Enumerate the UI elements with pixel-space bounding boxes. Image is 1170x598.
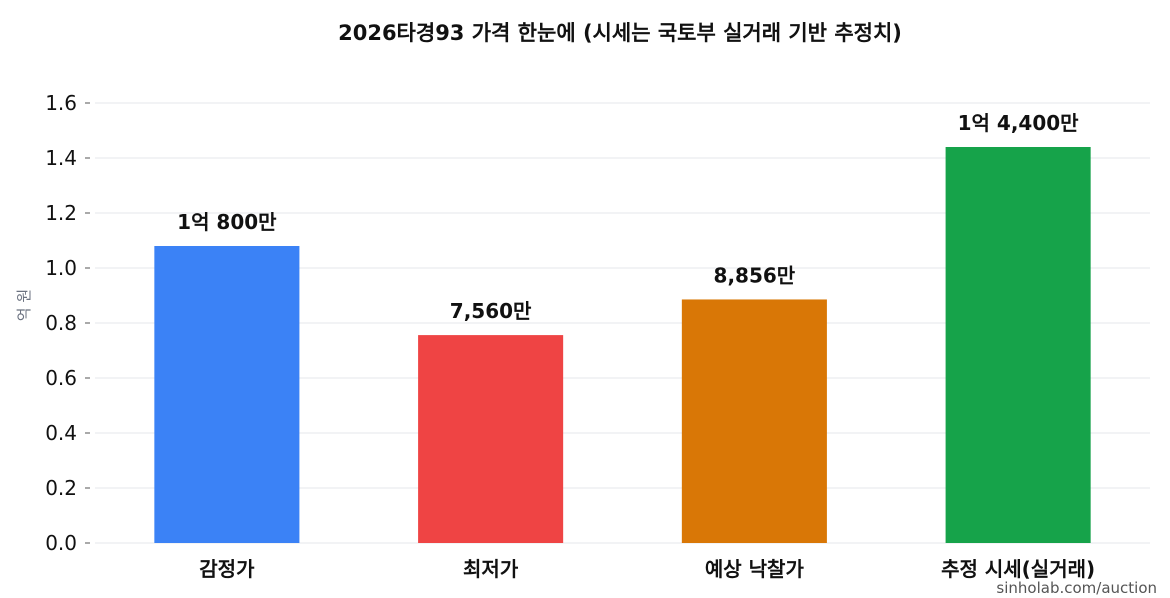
bar — [154, 246, 300, 543]
data-label: 1억 4,400만 — [958, 111, 1080, 135]
data-label: 1억 800만 — [177, 210, 277, 234]
y-tick-label: 1.0 — [45, 256, 77, 280]
data-label: 7,560만 — [450, 299, 532, 323]
watermark: sinholab.com/auction — [996, 579, 1157, 597]
x-axis: 감정가 최저가 예상 낙찰가 추정 시세(실거래) — [199, 557, 1095, 581]
bar — [681, 299, 827, 543]
y-tick-label: 0.4 — [45, 421, 77, 445]
bars: 1억 800만 7,560만 8,856만 1억 4,400만 — [154, 111, 1091, 543]
x-tick-label: 감정가 — [199, 557, 255, 581]
y-tick-label: 0.6 — [45, 366, 77, 390]
data-label: 8,856만 — [714, 263, 796, 287]
y-tick-label: 0.0 — [45, 531, 77, 555]
chart-title: 2026타경93 가격 한눈에 (시세는 국토부 실거래 기반 추정치) — [338, 21, 902, 45]
y-axis: 0.0 0.2 0.4 0.6 0.8 1.0 1.2 1.4 1.6 — [45, 91, 90, 555]
y-tick-label: 1.4 — [45, 146, 77, 170]
y-tick-label: 1.6 — [45, 91, 77, 115]
x-tick-label: 추정 시세(실거래) — [941, 557, 1095, 581]
y-tick-label: 0.2 — [45, 476, 77, 500]
bar — [945, 147, 1091, 543]
bar — [418, 335, 564, 543]
y-tick-label: 1.2 — [45, 201, 77, 225]
x-tick-label: 예상 낙찰가 — [705, 557, 805, 581]
y-axis-label: 억 원 — [15, 289, 33, 321]
y-tick-label: 0.8 — [45, 311, 77, 335]
x-tick-label: 최저가 — [463, 557, 519, 581]
